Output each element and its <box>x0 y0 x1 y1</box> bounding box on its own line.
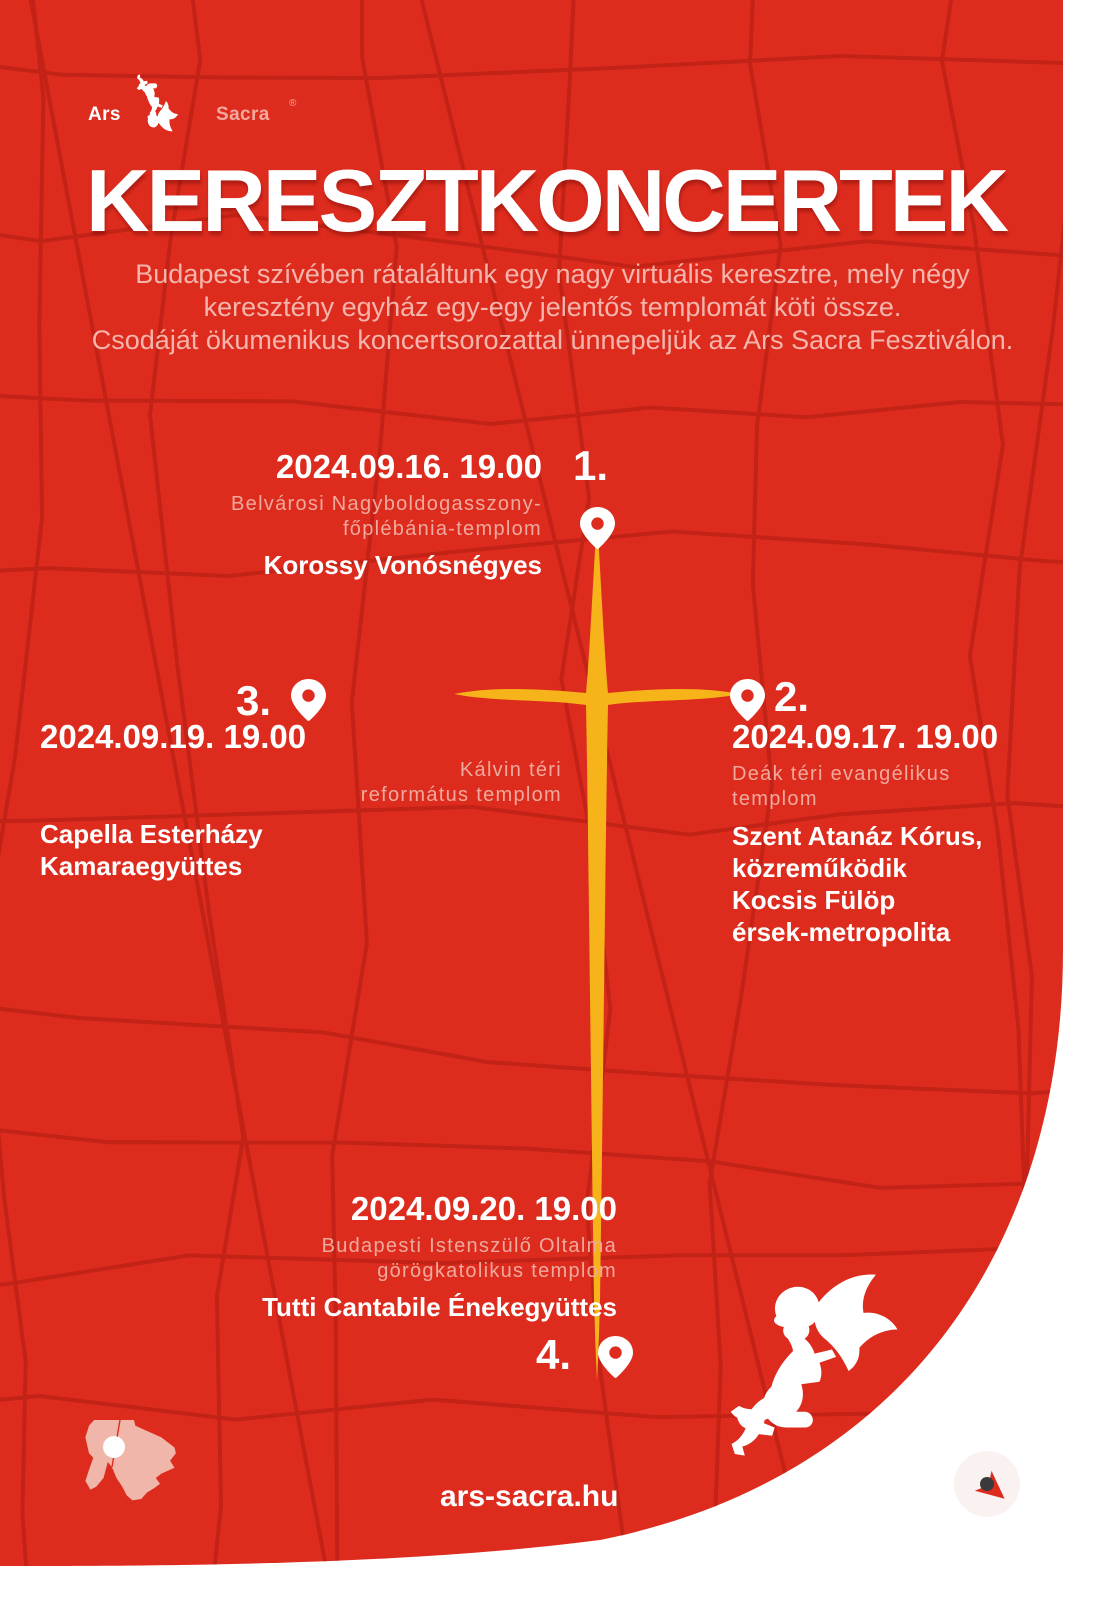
svg-text:3.: 3. <box>236 677 271 723</box>
svg-text:4.: 4. <box>536 1335 571 1377</box>
svg-text:1.: 1. <box>573 442 608 488</box>
svg-text:®: ® <box>289 98 297 109</box>
svg-text:Ars: Ars <box>88 104 121 125</box>
svg-text:Sacra: Sacra <box>216 104 270 125</box>
svg-text:2.: 2. <box>774 677 809 717</box>
